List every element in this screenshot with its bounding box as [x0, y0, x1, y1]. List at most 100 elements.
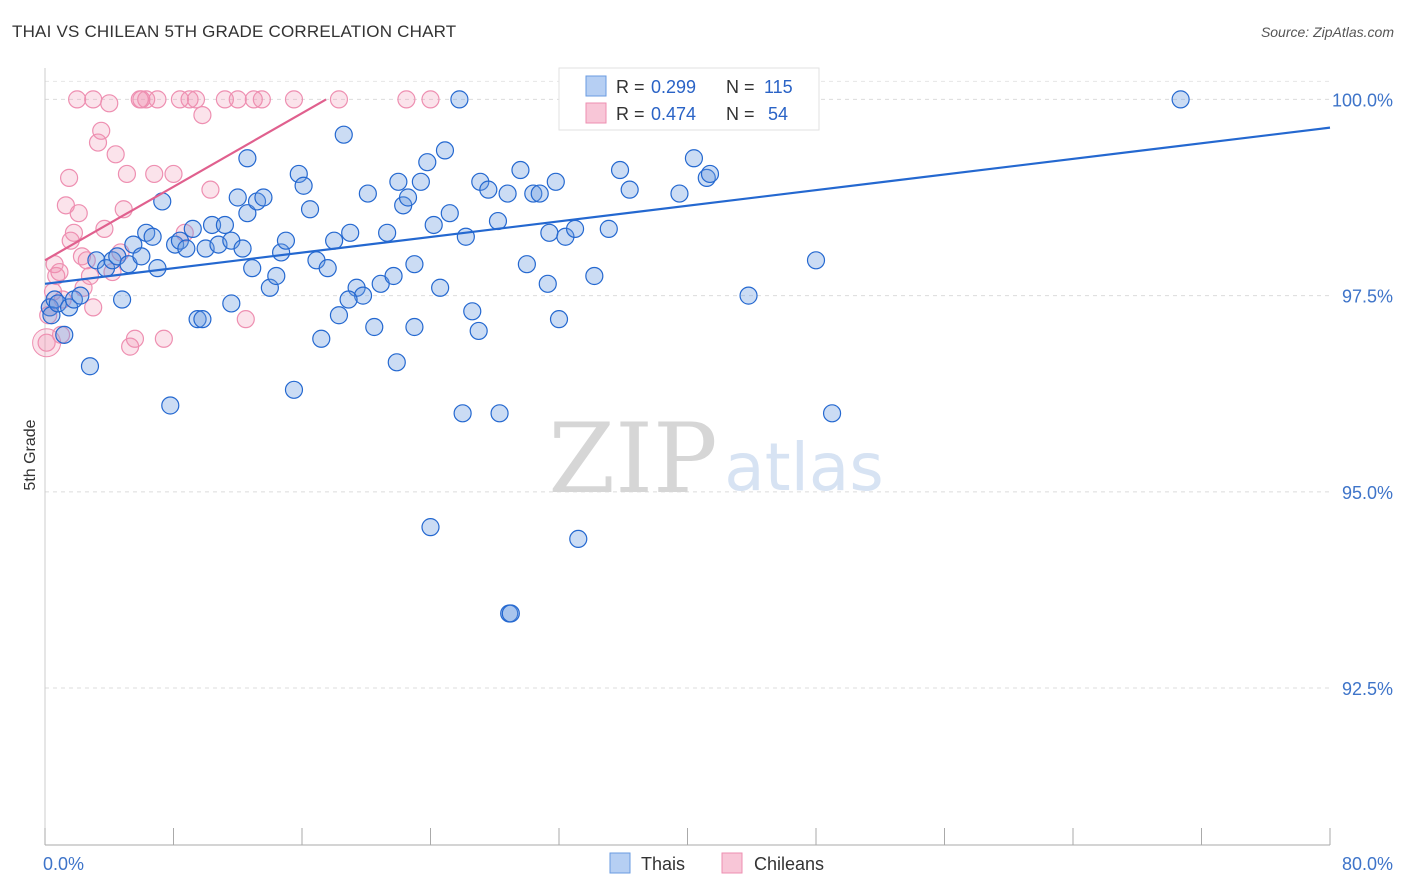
data-point — [453, 404, 472, 423]
data-point — [202, 215, 222, 235]
watermark-zip: ZIP — [548, 403, 717, 515]
r-value-chileans: 0.474 — [651, 104, 696, 124]
y-axis-title: 5th Grade — [22, 419, 39, 490]
data-point — [540, 223, 559, 242]
data-point — [289, 164, 308, 184]
data-point — [112, 290, 132, 309]
x-tick-labels: 0.0% 80.0% — [43, 854, 1393, 874]
data-point — [341, 223, 360, 242]
data-point — [1171, 90, 1190, 109]
data-point — [222, 294, 241, 313]
points-chileans — [32, 90, 440, 358]
y-tick-label: 100.0% — [1332, 90, 1393, 110]
data-point — [334, 125, 353, 144]
x-tick-label: 0.0% — [43, 854, 84, 874]
data-point — [549, 310, 569, 329]
data-point — [822, 404, 842, 423]
data-point — [80, 266, 100, 286]
data-point — [154, 329, 173, 348]
x-tick-label: 80.0% — [1342, 854, 1393, 874]
data-point — [610, 160, 630, 180]
stats-legend: R = 0.299 N = 115 R = 0.474 N = 54 — [558, 67, 820, 131]
data-point — [68, 90, 87, 109]
r-label-chileans: R = — [616, 104, 645, 124]
data-point — [161, 396, 180, 415]
data-point — [389, 172, 408, 191]
data-point — [228, 90, 247, 109]
data-point — [424, 215, 443, 235]
data-point — [440, 204, 459, 223]
r-value-thais: 0.299 — [651, 77, 696, 97]
data-point — [215, 215, 234, 235]
data-point — [339, 290, 358, 309]
data-point — [378, 223, 397, 242]
trend-line-chileans — [44, 98, 327, 262]
data-point — [421, 518, 440, 537]
data-point — [117, 164, 137, 184]
data-point — [164, 164, 183, 184]
data-point — [670, 184, 689, 203]
data-point — [498, 184, 517, 203]
data-point — [252, 90, 271, 109]
axes — [44, 68, 1331, 846]
data-point — [620, 180, 639, 199]
data-point — [183, 219, 202, 238]
data-point — [456, 227, 475, 246]
data-point — [353, 286, 373, 305]
data-point — [88, 133, 108, 152]
data-point — [170, 90, 190, 109]
data-point — [284, 90, 304, 109]
series-legend: Thais Chileans — [609, 852, 824, 874]
data-point — [132, 247, 151, 266]
legend-swatch-thais — [609, 852, 631, 874]
data-point — [294, 176, 313, 195]
data-point — [329, 90, 349, 109]
data-point — [411, 172, 430, 191]
data-point — [143, 227, 162, 246]
legend-swatch-chileans — [721, 852, 743, 874]
data-point — [188, 310, 207, 329]
data-point — [384, 266, 403, 286]
n-label-chileans: N = — [726, 104, 755, 124]
chileans-swatch — [585, 102, 607, 124]
data-point — [599, 219, 618, 238]
data-point — [405, 255, 424, 274]
data-point — [59, 168, 79, 187]
data-point — [569, 529, 588, 549]
chart-title: THAI VS CHILEAN 5TH GRADE CORRELATION CH… — [12, 22, 457, 41]
data-point — [238, 149, 257, 168]
data-point — [538, 274, 557, 293]
y-tick-labels: 92.5% 95.0% 97.5% 100.0% — [1332, 90, 1393, 699]
thais-swatch — [585, 75, 607, 97]
data-point — [329, 306, 349, 325]
data-point — [260, 278, 279, 297]
data-point — [55, 325, 74, 344]
watermark-atlas: atlas — [724, 429, 884, 506]
trend-lines — [44, 98, 1331, 285]
data-point — [42, 306, 61, 325]
n-value-chileans: 54 — [768, 104, 788, 124]
data-point — [806, 251, 826, 270]
data-point — [238, 204, 257, 223]
data-point — [284, 380, 304, 399]
data-point — [201, 180, 220, 199]
data-point — [421, 90, 440, 109]
data-point — [405, 317, 424, 337]
data-point — [276, 231, 296, 250]
legend-label-chileans: Chileans — [754, 854, 824, 874]
data-point — [517, 255, 536, 274]
data-point — [243, 259, 262, 278]
data-point — [106, 145, 125, 164]
data-point — [145, 164, 164, 184]
data-point — [435, 141, 455, 160]
r-label-thais: R = — [616, 77, 645, 97]
data-point — [565, 219, 585, 238]
data-point — [180, 90, 199, 109]
data-point — [358, 184, 377, 203]
data-point — [215, 90, 234, 109]
data-point — [546, 172, 565, 191]
data-point — [585, 266, 604, 286]
data-point — [148, 90, 167, 109]
data-point — [193, 105, 212, 125]
